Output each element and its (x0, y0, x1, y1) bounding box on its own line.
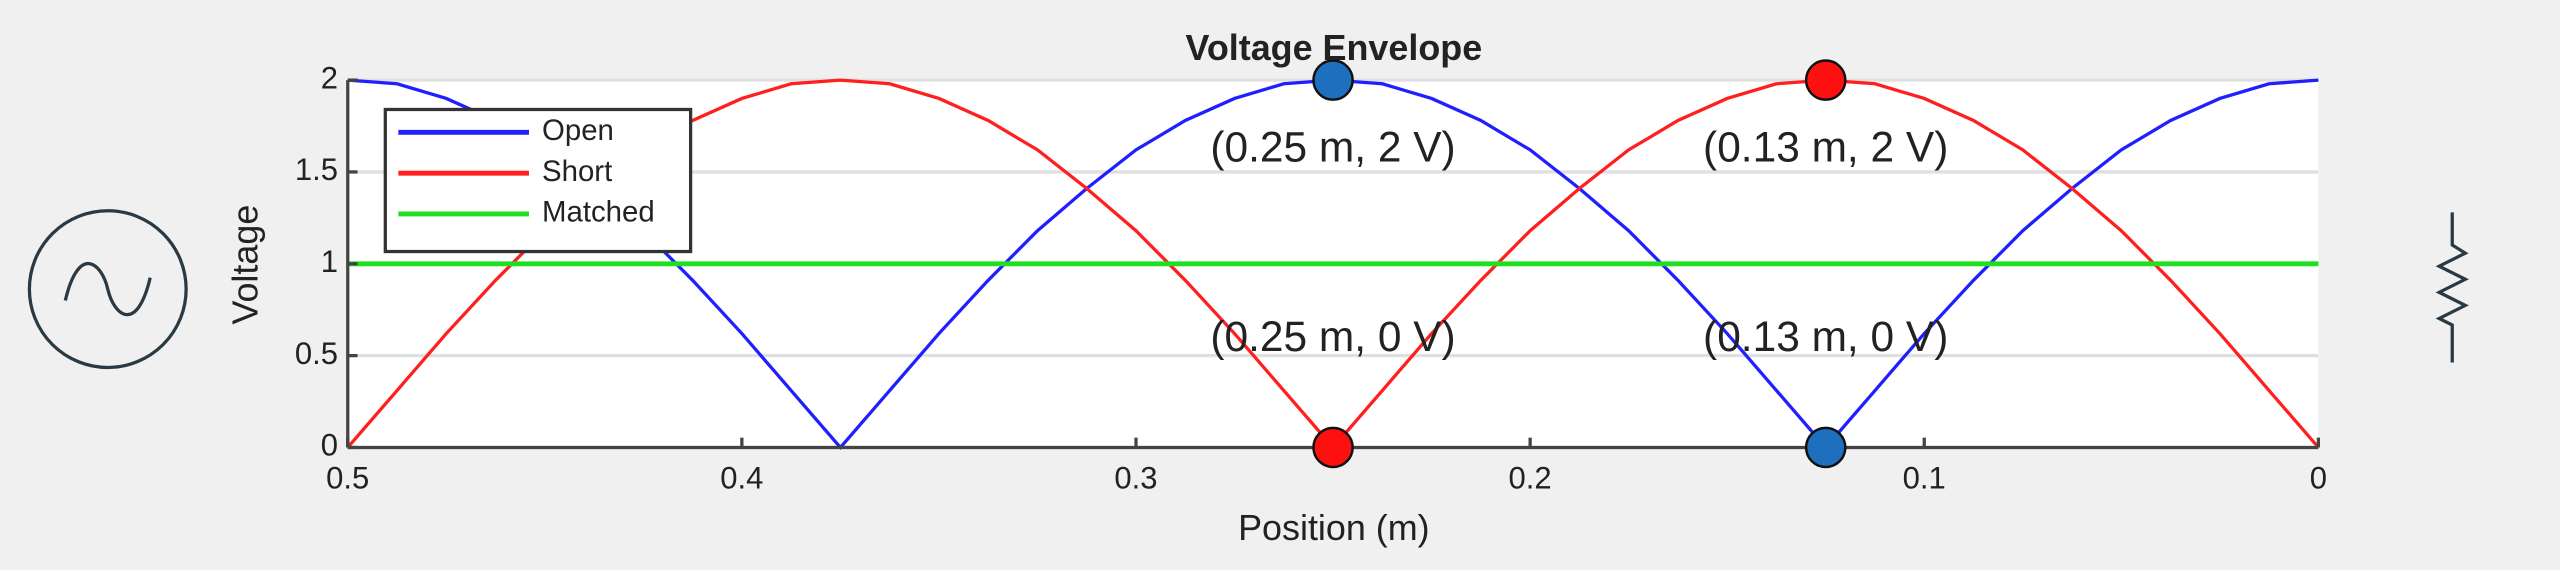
y-tick-label: 0.5 (295, 336, 338, 371)
marker-point (1312, 59, 1354, 101)
marker-point (1804, 59, 1847, 101)
marker-annotation: (0.25 m, 2 V) (1210, 124, 1455, 171)
chart-title: Voltage Envelope (1186, 27, 1483, 68)
marker-annotation: (0.13 m, 0 V) (1703, 313, 1948, 360)
marker-annotation: (0.13 m, 2 V) (1703, 124, 1948, 171)
x-tick-label: 0.1 (1903, 460, 1946, 495)
x-tick-label: 0.4 (720, 460, 763, 495)
y-tick-label: 1.5 (295, 152, 338, 187)
y-tick-label: 0 (321, 428, 338, 463)
x-tick-label: 0.2 (1509, 460, 1552, 495)
marker-point (1312, 426, 1354, 469)
x-tick-label: 0 (2310, 460, 2327, 495)
legend-label: Short (542, 155, 612, 188)
y-axis-label: Voltage (225, 205, 266, 325)
y-tick-label: 1 (321, 244, 338, 279)
resistor-icon (2435, 212, 2469, 363)
legend-label: Matched (542, 196, 655, 229)
legend-label: Open (542, 114, 614, 147)
x-tick-label: 0.5 (326, 460, 369, 495)
x-tick-label: 0.3 (1114, 460, 1157, 495)
marker-point (1804, 426, 1847, 469)
x-axis-label: Position (m) (1238, 507, 1430, 548)
source-icon (27, 209, 188, 370)
y-tick-label: 2 (321, 60, 338, 95)
marker-annotation: (0.25 m, 0 V) (1210, 313, 1455, 360)
